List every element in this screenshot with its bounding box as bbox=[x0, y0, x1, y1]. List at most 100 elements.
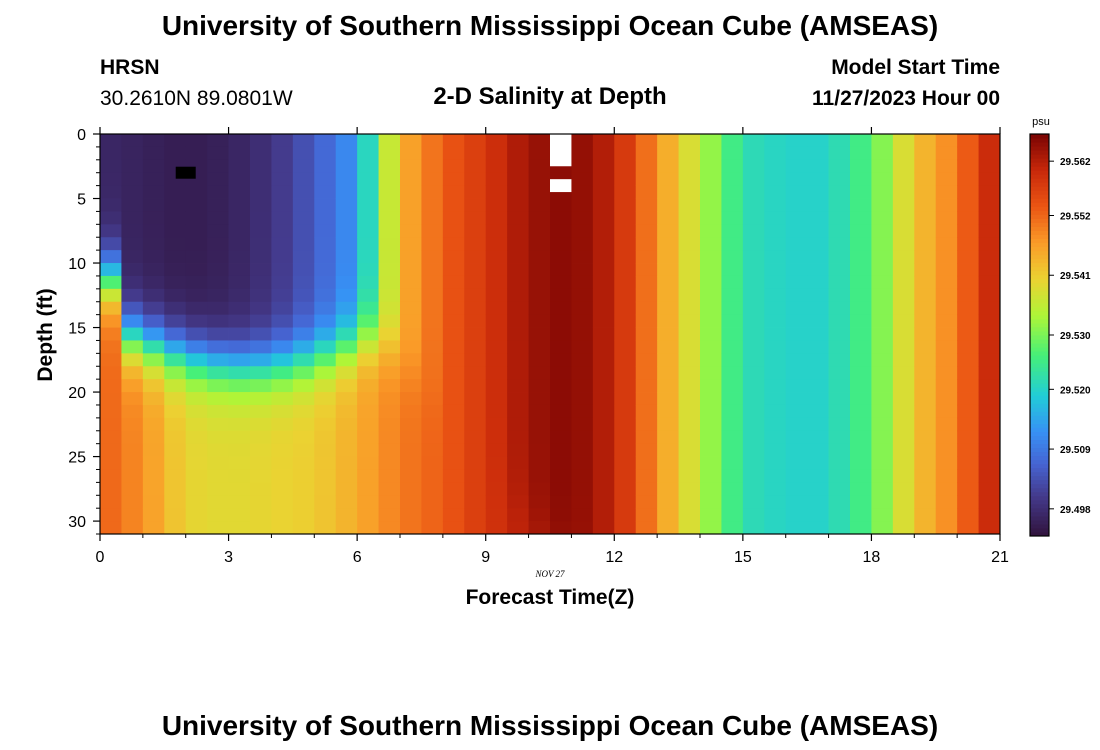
heatmap-cell bbox=[807, 198, 829, 212]
heatmap-cell bbox=[250, 404, 272, 419]
heatmap-cell bbox=[357, 469, 379, 483]
heatmap-cell bbox=[228, 417, 251, 432]
heatmap-cell bbox=[871, 430, 894, 445]
heatmap-cell bbox=[121, 172, 144, 187]
heatmap-cell bbox=[228, 508, 251, 522]
heatmap-cell bbox=[250, 159, 272, 174]
heatmap-cell bbox=[957, 392, 979, 406]
heatmap-cell bbox=[335, 404, 358, 419]
heatmap-cell bbox=[721, 146, 744, 161]
heatmap-cell bbox=[421, 275, 444, 290]
heatmap-cell bbox=[528, 379, 551, 393]
heatmap-cell bbox=[635, 392, 658, 406]
heatmap-cell bbox=[935, 392, 958, 406]
heatmap-cell bbox=[978, 275, 1001, 290]
heatmap-cell bbox=[528, 288, 551, 303]
heatmap-cell bbox=[871, 327, 894, 341]
colorbar-segment bbox=[1030, 399, 1049, 404]
heatmap-cell bbox=[614, 443, 637, 457]
colorbar-tick-label: 29.552 bbox=[1060, 211, 1091, 222]
heatmap-cell bbox=[807, 185, 829, 199]
heatmap-cell bbox=[657, 314, 679, 328]
heatmap-cell bbox=[271, 392, 294, 406]
heatmap-cell bbox=[550, 417, 572, 432]
heatmap-cell bbox=[421, 366, 444, 380]
heatmap-cell bbox=[614, 392, 637, 406]
heatmap-cell bbox=[271, 134, 294, 148]
heatmap-cell bbox=[678, 301, 701, 316]
heatmap-cell bbox=[507, 417, 529, 432]
colorbar-segment bbox=[1030, 290, 1049, 296]
heatmap-cell bbox=[914, 482, 937, 496]
heatmap-cell bbox=[250, 366, 272, 380]
heatmap-cell bbox=[400, 288, 422, 303]
colorbar-segment bbox=[1030, 210, 1049, 215]
heatmap-cell bbox=[485, 198, 508, 212]
heatmap-cell bbox=[142, 430, 165, 445]
heatmap-cell bbox=[635, 211, 658, 225]
heatmap-cell bbox=[400, 404, 422, 419]
heatmap-cell bbox=[571, 392, 594, 406]
heatmap-cell bbox=[592, 443, 615, 457]
heatmap-cell bbox=[571, 159, 594, 174]
heatmap-cell bbox=[464, 521, 487, 535]
heatmap-cell bbox=[614, 237, 637, 251]
x-tick-label: 6 bbox=[353, 549, 362, 566]
heatmap-cell bbox=[550, 443, 572, 457]
heatmap-cell bbox=[914, 146, 937, 161]
heatmap-cell bbox=[271, 456, 294, 470]
heatmap-cell bbox=[807, 340, 829, 354]
heatmap-cell bbox=[914, 392, 937, 406]
heatmap-cell bbox=[207, 443, 229, 457]
heatmap-cell bbox=[100, 275, 122, 290]
heatmap-cell bbox=[914, 250, 937, 264]
heatmap-cell bbox=[250, 314, 272, 328]
heatmap-cell bbox=[207, 134, 229, 148]
colorbar-segment bbox=[1030, 330, 1049, 336]
heatmap-cell bbox=[271, 263, 294, 277]
heatmap-cell bbox=[228, 159, 251, 174]
heatmap-cell bbox=[850, 404, 872, 419]
heatmap-cell bbox=[700, 379, 722, 393]
heatmap-cell bbox=[250, 301, 272, 316]
heatmap-cell bbox=[185, 521, 208, 535]
colorbar-segment bbox=[1030, 479, 1049, 485]
heatmap-cell bbox=[164, 443, 187, 457]
heatmap-cell bbox=[142, 224, 165, 238]
heatmap-cell bbox=[785, 224, 808, 238]
heatmap-cell bbox=[400, 340, 422, 354]
heatmap-cell bbox=[978, 379, 1001, 393]
heatmap-cell bbox=[314, 314, 337, 328]
heatmap-cell bbox=[914, 301, 937, 316]
heatmap-cell bbox=[721, 301, 744, 316]
heatmap-cell bbox=[271, 224, 294, 238]
heatmap-cell bbox=[121, 469, 144, 483]
heatmap-cell bbox=[550, 521, 572, 535]
heatmap-cell bbox=[507, 353, 529, 367]
heatmap-cell bbox=[871, 521, 894, 535]
heatmap-cell bbox=[721, 211, 744, 225]
heatmap-cell bbox=[314, 508, 337, 522]
heatmap-cell bbox=[978, 224, 1001, 238]
heatmap-cell bbox=[121, 392, 144, 406]
heatmap-cell bbox=[485, 134, 508, 148]
heatmap-cell bbox=[228, 172, 251, 187]
heatmap-cell bbox=[378, 456, 401, 470]
heatmap-cell bbox=[571, 185, 594, 199]
heatmap-cell bbox=[142, 301, 165, 316]
heatmap-cell bbox=[892, 521, 915, 535]
heatmap-cell bbox=[571, 172, 594, 187]
heatmap-cell bbox=[464, 443, 487, 457]
heatmap-cell bbox=[421, 288, 444, 303]
heatmap-cell bbox=[850, 340, 872, 354]
colorbar-segment bbox=[1030, 439, 1049, 445]
heatmap-cell bbox=[271, 366, 294, 380]
heatmap-cell bbox=[785, 340, 808, 354]
heatmap-cell bbox=[400, 353, 422, 367]
heatmap-cell bbox=[121, 224, 144, 238]
heatmap-cell bbox=[250, 185, 272, 199]
heatmap-cell bbox=[142, 172, 165, 187]
heatmap-cell bbox=[828, 340, 851, 354]
heatmap-cell bbox=[785, 198, 808, 212]
heatmap-cell bbox=[592, 275, 615, 290]
